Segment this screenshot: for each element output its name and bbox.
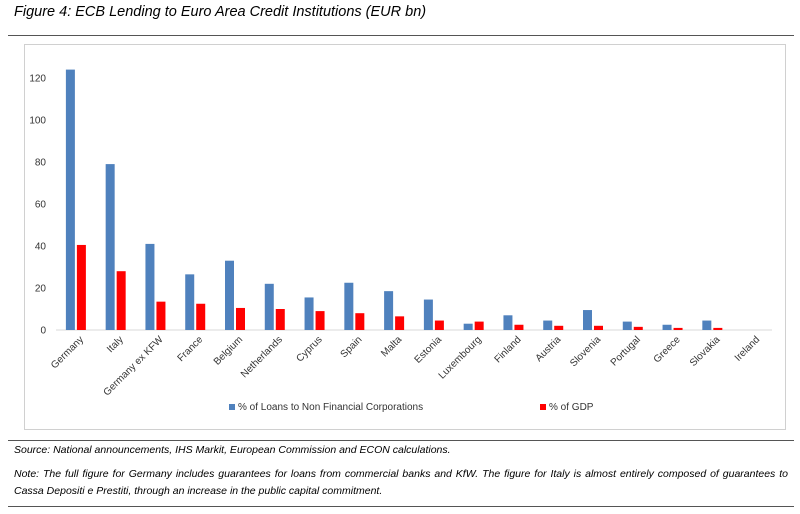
bar-gdp: [713, 327, 723, 330]
bar-gdp: [275, 309, 285, 330]
bar-loans: [105, 164, 115, 330]
bar-gdp: [156, 301, 166, 330]
source-text: Source: National announcements, IHS Mark…: [14, 444, 451, 456]
x-tick-label: Portugal: [609, 334, 643, 368]
bar-gdp: [395, 316, 405, 330]
title-rule: [8, 35, 794, 36]
legend-swatch: [229, 404, 235, 410]
bar-gdp: [196, 303, 206, 330]
note-text: Note: The full figure for Germany includ…: [14, 468, 788, 497]
bar-loans: [622, 321, 632, 330]
x-tick-label: Ireland: [733, 334, 762, 363]
x-tick-label: Belgium: [212, 334, 245, 367]
bar-gdp: [315, 311, 325, 330]
bar-loans: [463, 323, 473, 330]
y-tick-label: 60: [35, 200, 47, 211]
x-tick-label: Spain: [339, 334, 365, 360]
x-tick-label: Italy: [105, 334, 126, 355]
bar-loans: [503, 315, 513, 330]
x-tick-label: Estonia: [413, 334, 445, 366]
y-tick-label: 20: [35, 284, 47, 295]
y-tick-label: 0: [40, 326, 46, 337]
bar-loans: [264, 283, 274, 330]
bar-gdp: [514, 324, 524, 330]
bottom-rule: [8, 506, 794, 507]
legend-label: % of Loans to Non Financial Corporations: [238, 402, 423, 413]
y-tick-label: 100: [29, 116, 46, 127]
x-tick-label: Austria: [534, 334, 564, 364]
bar-gdp: [673, 327, 683, 330]
bar-loans: [225, 260, 234, 330]
bar-loans: [65, 69, 75, 330]
x-tick-label: Germany: [49, 334, 86, 371]
bar-gdp: [116, 271, 126, 330]
bar-loans: [185, 274, 195, 330]
bar-gdp: [554, 325, 564, 330]
bar-loans: [304, 297, 314, 330]
x-tick-label: Greece: [652, 334, 683, 365]
bar-gdp: [434, 320, 444, 330]
x-tick-label: Cyprus: [294, 334, 324, 364]
bar-gdp: [594, 325, 603, 330]
x-tick-label: Netherlands: [239, 334, 285, 380]
bar-loans: [662, 324, 672, 330]
bar-loans: [384, 291, 394, 330]
legend-swatch: [540, 404, 546, 410]
x-tick-label: Slovenia: [568, 334, 603, 369]
x-tick-label: Finland: [493, 334, 524, 365]
bar-loans: [423, 299, 433, 330]
y-tick-label: 120: [29, 74, 46, 85]
bar-loans: [583, 310, 592, 330]
bar-gdp: [474, 321, 484, 330]
bar-loans: [344, 282, 354, 330]
bar-loans: [145, 243, 155, 330]
y-tick-label: 80: [35, 158, 47, 169]
source-rule: [8, 440, 794, 441]
bar-gdp: [355, 313, 365, 330]
chart-frame: [24, 44, 786, 430]
x-tick-label: Luxembourg: [437, 334, 484, 381]
bar-loans: [702, 320, 712, 330]
bar-gdp: [236, 307, 245, 330]
x-tick-label: Malta: [379, 334, 404, 359]
bar-loans: [543, 320, 553, 330]
legend-label: % of GDP: [549, 402, 594, 413]
x-tick-label: France: [176, 334, 206, 364]
bar-gdp: [76, 244, 86, 330]
y-tick-label: 40: [35, 242, 47, 253]
bar-gdp: [633, 326, 643, 330]
figure-title: Figure 4: ECB Lending to Euro Area Credi…: [14, 4, 427, 20]
x-tick-label: Slovakia: [688, 334, 723, 369]
